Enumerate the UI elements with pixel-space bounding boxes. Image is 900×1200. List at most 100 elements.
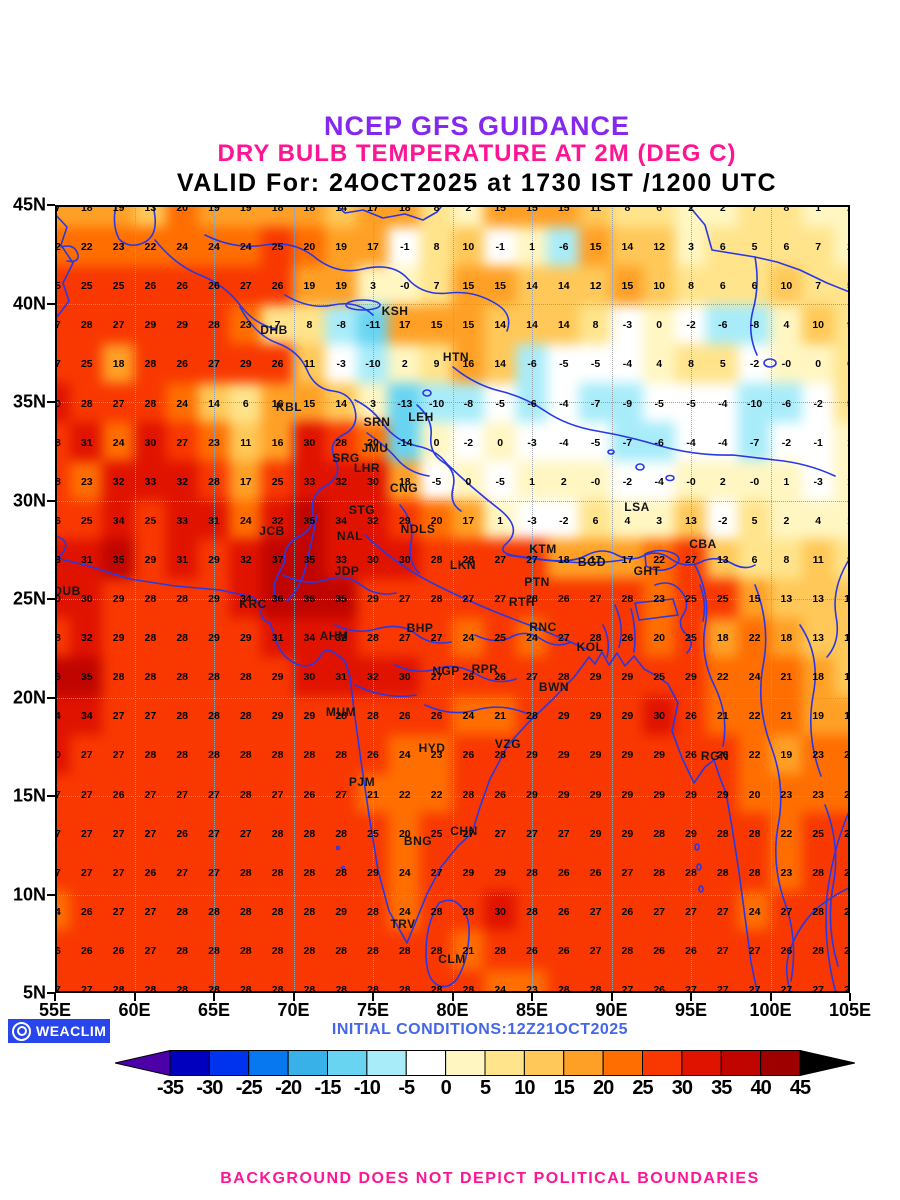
chart-header: NCEP GFS GUIDANCE DRY BULB TEMPERATURE A…	[0, 112, 900, 198]
temp-cell	[324, 734, 358, 776]
lat-tick-label: 40N	[12, 293, 46, 313]
temp-cell	[706, 265, 740, 307]
temp-cell	[292, 734, 326, 776]
lon-tick	[531, 993, 533, 1001]
temp-cell	[261, 656, 295, 698]
temp-cell	[165, 617, 199, 659]
temp-cell	[579, 304, 613, 346]
lon-tick-label: 65E	[197, 1000, 231, 1020]
lon-tick	[769, 993, 772, 1001]
temp-cell	[70, 656, 104, 698]
colorbar-tick-label: -20	[275, 1077, 302, 1099]
temp-cell	[261, 734, 295, 776]
temp-cell	[229, 226, 263, 268]
temp-cell	[55, 383, 72, 424]
lat-tick-label: 25N	[12, 588, 46, 609]
temp-cell	[133, 461, 167, 503]
temp-cell	[547, 422, 581, 464]
temp-cell	[261, 774, 295, 815]
lat-tick	[47, 499, 55, 502]
station-label: LHR	[353, 461, 381, 475]
temp-cell	[324, 695, 358, 737]
temp-cell	[579, 539, 613, 581]
temp-cell	[579, 500, 613, 542]
temp-cell	[642, 774, 676, 815]
temp-cell	[292, 205, 326, 229]
temp-cell	[738, 226, 772, 268]
temp-cell	[801, 461, 835, 503]
temp-cell	[102, 205, 136, 229]
lat-tick	[47, 696, 55, 699]
temp-cell	[229, 461, 263, 503]
temp-cell	[102, 539, 136, 581]
lat-tick	[47, 302, 55, 305]
temp-cell	[261, 343, 295, 385]
temp-cell	[610, 695, 644, 737]
temp-cell	[451, 734, 485, 776]
lon-tick-label: 55E	[38, 1000, 72, 1020]
lat-tick-label: 45N	[12, 194, 46, 215]
temp-cell	[55, 500, 72, 542]
colorbar-tick-label: 35	[711, 1077, 732, 1099]
temp-cell	[706, 205, 740, 229]
temp-cell	[706, 656, 740, 698]
temp-cell	[579, 695, 613, 737]
temp-cell	[102, 343, 136, 385]
temp-cell	[579, 226, 613, 268]
temp-cell	[388, 734, 422, 776]
temp-cell	[55, 205, 72, 229]
colorbar-tick-label: 5	[479, 1077, 491, 1099]
temp-cell	[55, 734, 72, 776]
temp-cell	[324, 265, 358, 307]
temp-cell	[801, 500, 835, 542]
temp-cell	[706, 500, 740, 542]
temp-cell	[55, 617, 72, 659]
temp-cell	[133, 539, 167, 581]
temp-cell	[102, 656, 136, 698]
temp-cell	[483, 461, 517, 503]
temp-cell	[579, 383, 613, 424]
station-label: VZG	[494, 737, 522, 751]
station-label: PJM	[348, 775, 376, 789]
temp-cell	[70, 422, 104, 464]
temp-cell	[769, 695, 803, 737]
temp-cell	[801, 383, 835, 424]
temp-cell	[102, 500, 136, 542]
temp-cell	[229, 734, 263, 776]
temp-cell	[738, 304, 772, 346]
temp-cell	[769, 304, 803, 346]
temp-cell	[420, 226, 454, 268]
lon-tick	[610, 993, 613, 1001]
temp-cell	[324, 500, 358, 542]
colorbar-tick-label: 25	[632, 1077, 653, 1099]
temp-cell	[292, 383, 326, 424]
temp-cell	[388, 205, 422, 229]
temp-cell	[547, 695, 581, 737]
temp-cell	[388, 617, 422, 659]
temp-cell	[769, 205, 803, 229]
temp-cell	[801, 205, 835, 229]
temp-cell	[642, 695, 676, 737]
lon-tick	[849, 993, 851, 1001]
map-frame: 1718191320191918181417188215151511862278…	[55, 205, 850, 993]
temp-cell	[229, 343, 263, 385]
station-label: JDP	[334, 564, 360, 578]
temp-cell	[165, 461, 199, 503]
temp-cell	[483, 226, 517, 268]
temp-cell	[706, 343, 740, 385]
temp-cell	[579, 205, 613, 229]
temp-cell	[547, 343, 581, 385]
temp-cell	[451, 304, 485, 346]
temp-cell	[420, 343, 454, 385]
temp-cell	[801, 656, 835, 698]
temp-cell	[70, 265, 104, 307]
station-label: LEH	[408, 410, 434, 424]
temp-cell	[483, 205, 517, 229]
lon-tick-label: 60E	[118, 1000, 151, 1020]
colorbar-tick-label: 45	[789, 1077, 811, 1099]
temp-cell	[102, 774, 136, 815]
temp-cell	[165, 343, 199, 385]
colorbar-tick-label: -30	[196, 1077, 223, 1099]
lon-tick-label: 90E	[595, 1000, 628, 1020]
colorbar-tick-label: 15	[553, 1077, 575, 1099]
